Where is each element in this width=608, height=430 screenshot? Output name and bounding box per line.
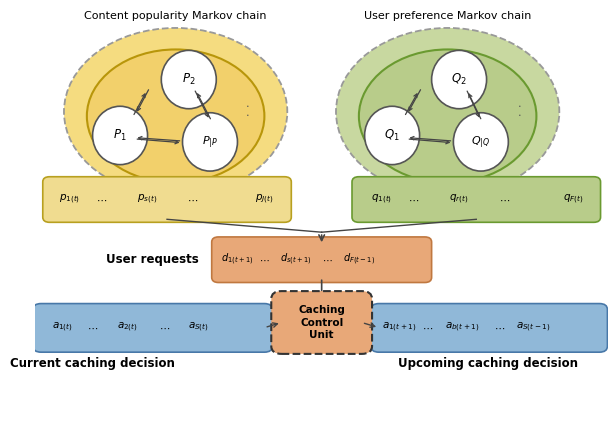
FancyBboxPatch shape (43, 177, 291, 222)
Text: Upcoming caching decision: Upcoming caching decision (398, 357, 578, 370)
Ellipse shape (92, 106, 148, 165)
Text: $\boldsymbol{Q_2}$: $\boldsymbol{Q_2}$ (451, 71, 467, 87)
Text: $\cdots$: $\cdots$ (259, 255, 270, 265)
FancyBboxPatch shape (212, 237, 432, 283)
Text: $\cdot$
$\cdot$: $\cdot$ $\cdot$ (245, 101, 249, 119)
Text: $d_{F(t-1)}$: $d_{F(t-1)}$ (343, 252, 375, 267)
Ellipse shape (87, 49, 264, 183)
Text: $\cdots$: $\cdots$ (87, 322, 98, 333)
FancyBboxPatch shape (33, 304, 272, 352)
Text: User requests: User requests (106, 253, 199, 266)
Text: User preference Markov chain: User preference Markov chain (364, 11, 531, 21)
Text: $p_{J(t)}$: $p_{J(t)}$ (255, 193, 274, 206)
Ellipse shape (454, 113, 508, 171)
Text: $a_{b(t+1)}$: $a_{b(t+1)}$ (445, 321, 479, 335)
Text: $\boldsymbol{Q_{|Q}}$: $\boldsymbol{Q_{|Q}}$ (471, 134, 491, 150)
Text: $p_{s(t)}$: $p_{s(t)}$ (137, 193, 157, 206)
Text: $a_{1(t)}$: $a_{1(t)}$ (52, 321, 73, 335)
Text: $q_{F(t)}$: $q_{F(t)}$ (564, 193, 584, 206)
Text: $\cdots$: $\cdots$ (494, 322, 505, 333)
Text: $a_{1(t+1)}$: $a_{1(t+1)}$ (382, 321, 416, 335)
Text: $q_{r(t)}$: $q_{r(t)}$ (449, 193, 469, 206)
Text: Caching
Control
Unit: Caching Control Unit (298, 305, 345, 340)
Text: $\cdots$: $\cdots$ (422, 322, 433, 333)
Text: $d_{1(t+1)}$: $d_{1(t+1)}$ (221, 252, 253, 267)
Text: $\cdots$: $\cdots$ (95, 194, 107, 205)
Ellipse shape (161, 50, 216, 109)
Text: Content popularity Markov chain: Content popularity Markov chain (85, 11, 267, 21)
Text: $\boldsymbol{P_1}$: $\boldsymbol{P_1}$ (113, 127, 127, 143)
FancyBboxPatch shape (371, 304, 607, 352)
Text: $q_{1(t)}$: $q_{1(t)}$ (371, 193, 392, 206)
Text: $p_{1(t)}$: $p_{1(t)}$ (59, 193, 80, 206)
Text: $a_{2(t)}$: $a_{2(t)}$ (117, 321, 137, 335)
Text: $\boldsymbol{Q_1}$: $\boldsymbol{Q_1}$ (384, 127, 400, 143)
Text: $\cdots$: $\cdots$ (408, 194, 419, 205)
Text: $\cdots$: $\cdots$ (499, 194, 511, 205)
Ellipse shape (64, 28, 288, 196)
FancyBboxPatch shape (271, 291, 372, 354)
Text: $\cdot$
$\cdot$: $\cdot$ $\cdot$ (517, 101, 522, 119)
Text: $a_{S(t-1)}$: $a_{S(t-1)}$ (516, 321, 551, 335)
Ellipse shape (336, 28, 559, 196)
Text: $\boldsymbol{P_2}$: $\boldsymbol{P_2}$ (182, 71, 196, 87)
Text: $\cdots$: $\cdots$ (159, 322, 170, 333)
FancyBboxPatch shape (352, 177, 601, 222)
Ellipse shape (432, 50, 486, 109)
Text: $d_{s(t+1)}$: $d_{s(t+1)}$ (280, 252, 312, 267)
Text: Current caching decision: Current caching decision (10, 357, 175, 370)
Ellipse shape (182, 113, 238, 171)
Ellipse shape (365, 106, 420, 165)
Ellipse shape (359, 49, 536, 183)
Text: $\boldsymbol{P_{|P}}$: $\boldsymbol{P_{|P}}$ (202, 134, 218, 150)
Text: $\cdots$: $\cdots$ (322, 255, 333, 265)
Text: $\cdots$: $\cdots$ (187, 194, 198, 205)
Text: $a_{S(t)}$: $a_{S(t)}$ (188, 321, 209, 335)
